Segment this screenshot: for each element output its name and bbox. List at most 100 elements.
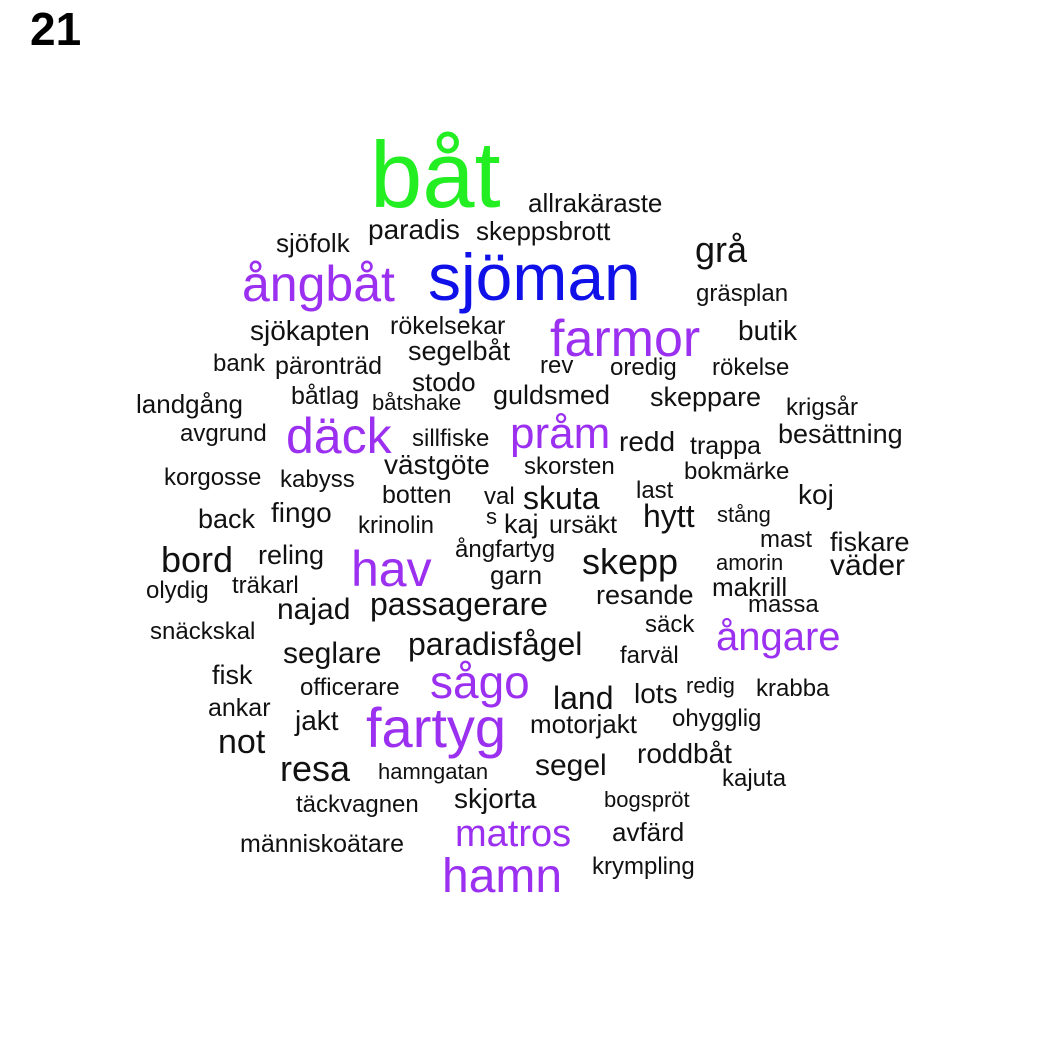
cloud-word: amorin (716, 549, 784, 575)
cloud-word: allrakäraste (528, 187, 663, 218)
cloud-word: fisk (212, 659, 253, 690)
cloud-word: bank (213, 350, 266, 378)
cloud-word: hamn (442, 849, 563, 903)
cloud-word: roddbåt (637, 738, 732, 770)
cloud-word: segel (535, 749, 607, 783)
cloud-word: västgöte (384, 449, 490, 481)
cloud-word: stodo (412, 366, 476, 397)
cloud-word: skeppare (650, 381, 762, 412)
cloud-word: väder (830, 549, 906, 583)
cloud-word: seglare (283, 637, 382, 671)
cloud-word: paradis (368, 214, 460, 246)
cloud-word: ångare (716, 615, 841, 660)
cloud-word: människoätare (240, 829, 404, 858)
cloud-word: snäckskal (150, 618, 256, 646)
cloud-word: ångfartyg (455, 536, 556, 564)
cloud-word: skorsten (524, 453, 615, 481)
cloud-word: sillfiske (412, 425, 490, 453)
cloud-word: sjökapten (250, 315, 370, 347)
cloud-word: last (636, 477, 674, 505)
cloud-word: avgrund (180, 420, 267, 448)
cloud-word: däck (286, 408, 392, 464)
cloud-word: massa (748, 591, 819, 619)
cloud-word: fingo (271, 497, 332, 529)
cloud-word: päronträd (275, 351, 383, 380)
cloud-word: redig (686, 672, 735, 698)
cloud-word: sågo (430, 656, 530, 709)
cloud-word: motorjakt (530, 708, 637, 739)
cloud-word: träkarl (232, 572, 299, 600)
cloud-word: fartyg (366, 696, 507, 760)
cloud-word: stång (717, 501, 771, 527)
cloud-word: bokmärke (684, 458, 790, 486)
cloud-word: ankar (208, 693, 271, 722)
cloud-word: garn (490, 559, 543, 590)
cloud-word: pråm (510, 408, 611, 458)
cloud-word: reling (258, 539, 325, 570)
cloud-word: rev (540, 352, 574, 380)
cloud-word: skepp (582, 541, 679, 583)
cloud-word: kabyss (280, 466, 355, 494)
cloud-word: bogspröt (604, 786, 690, 812)
cloud-word: kajuta (722, 765, 787, 793)
cloud-word: avfärd (612, 816, 685, 847)
cloud-word: båtshake (372, 389, 462, 415)
cloud-word: mast (760, 526, 813, 554)
cloud-word: krabba (756, 675, 830, 703)
cloud-word: båtlag (291, 381, 360, 410)
cloud-word: krigsår (786, 394, 859, 422)
cloud-word: täckvagnen (296, 791, 419, 819)
cloud-word: båt (370, 121, 501, 227)
cloud-word: hav (351, 541, 432, 597)
cloud-word: lots (634, 678, 678, 710)
cloud-word: not (218, 723, 266, 762)
cloud-word: officerare (300, 674, 400, 702)
cloud-word: farväl (620, 642, 679, 670)
cloud-word: s (486, 503, 497, 529)
cloud-word: krinolin (358, 512, 435, 540)
cloud-word: paradisfågel (408, 625, 583, 662)
cloud-word: trappa (690, 431, 761, 460)
cloud-word: oredig (610, 354, 677, 382)
cloud-word: ångbåt (242, 256, 395, 312)
cloud-word: hamngatan (378, 758, 489, 784)
cloud-word: resa (280, 748, 351, 790)
cloud-word: korgosse (164, 464, 262, 492)
cloud-word: krympling (592, 853, 695, 881)
cloud-word: hytt (643, 497, 695, 534)
cloud-word: sjöman (428, 239, 641, 314)
cloud-word: rökelsekar (390, 311, 506, 340)
cloud-word: besättning (778, 418, 903, 449)
cloud-word: landgång (136, 388, 243, 419)
cloud-word: kaj (504, 508, 539, 539)
cloud-word: guldsmed (493, 379, 611, 410)
cloud-word: ursäkt (549, 510, 618, 539)
cloud-word: gräsplan (696, 280, 789, 308)
cloud-word: passagerare (370, 585, 548, 622)
cloud-word: botten (382, 480, 452, 509)
cloud-word: skuta (523, 479, 600, 516)
cloud-word: rökelse (712, 354, 790, 382)
cloud-word: jakt (295, 705, 339, 737)
cloud-word: resande (596, 579, 694, 610)
cloud-word: olydig (146, 577, 209, 605)
figure-number: 21 (30, 3, 82, 55)
cloud-word: butik (738, 315, 798, 347)
cloud-word: skeppsbrott (476, 215, 611, 246)
cloud-word: land (553, 679, 614, 716)
cloud-word: makrill (712, 571, 788, 602)
cloud-word: matros (455, 812, 572, 855)
cloud-word: val (484, 483, 515, 511)
cloud-word: säck (645, 611, 695, 639)
cloud-word: ohygglig (672, 705, 762, 733)
cloud-word: back (198, 503, 256, 534)
cloud-word: segelbåt (408, 335, 511, 366)
cloud-word: koj (798, 479, 834, 511)
cloud-word: bord (161, 539, 234, 581)
cloud-word: skjorta (454, 783, 537, 815)
cloud-word: fiskare (830, 526, 910, 557)
cloud-word: redd (619, 426, 676, 458)
cloud-word: farmor (550, 310, 701, 369)
cloud-word: grå (695, 229, 748, 271)
